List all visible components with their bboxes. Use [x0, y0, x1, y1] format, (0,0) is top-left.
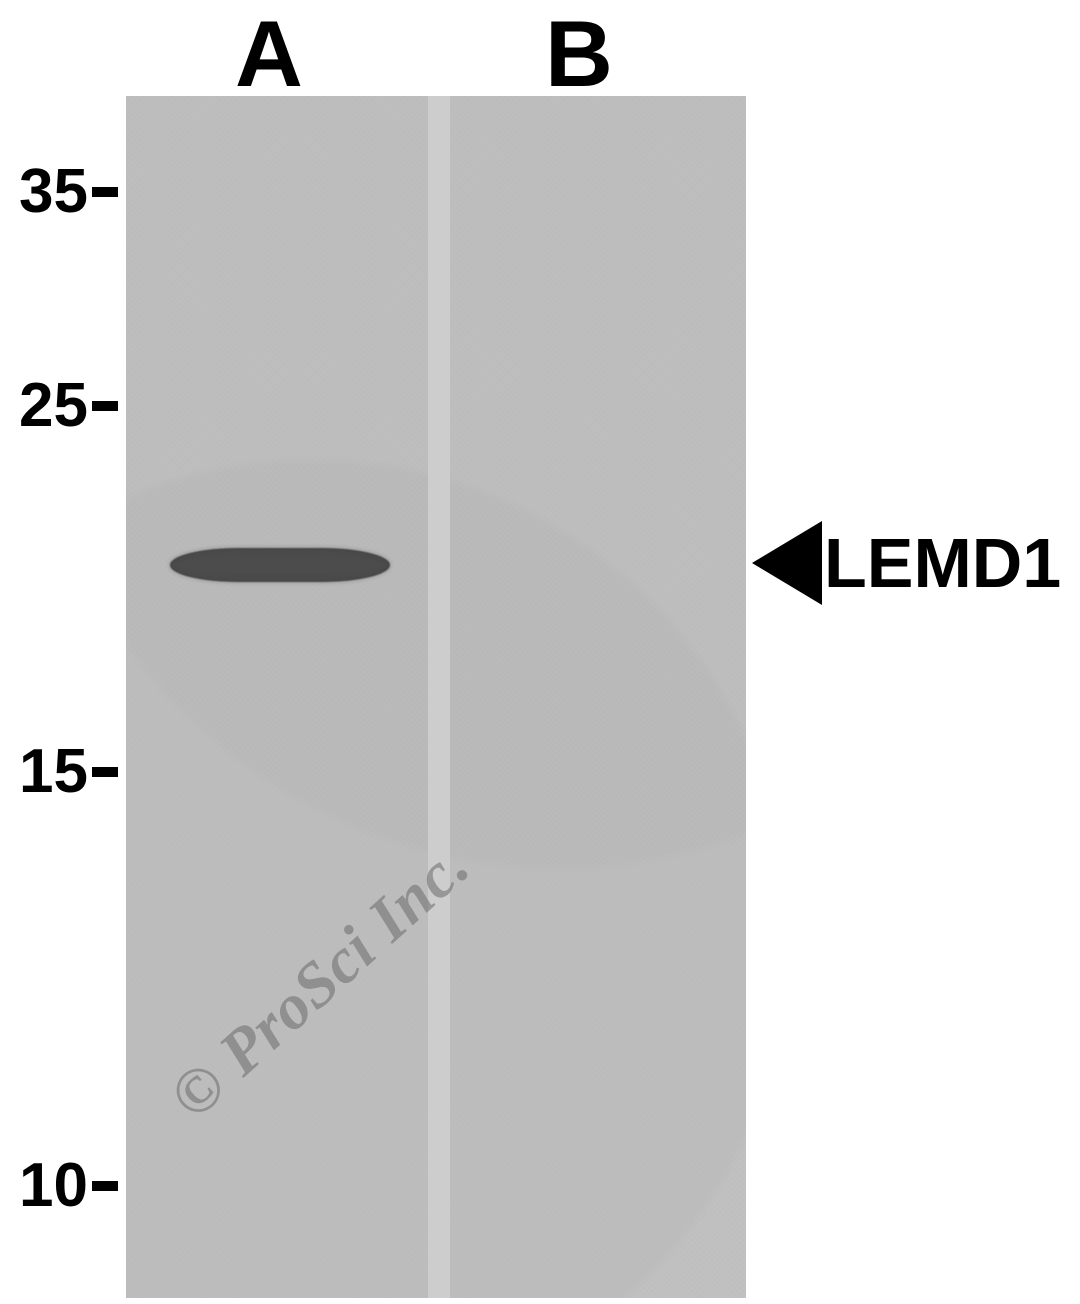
mw-dash — [92, 401, 118, 411]
mw-marker-25: 25 — [0, 370, 118, 441]
arrowhead-icon — [752, 521, 822, 605]
lane-label-b: B — [545, 0, 613, 108]
mw-dash — [92, 767, 118, 777]
mw-label: 10 — [19, 1150, 88, 1221]
mw-dash — [92, 1181, 118, 1191]
western-blot-figure: A B 35 25 15 10 LEMD1 © ProSci Inc. — [0, 0, 1080, 1304]
mw-marker-15: 15 — [0, 736, 118, 807]
mw-dash — [92, 187, 118, 197]
lemd1-band-lane-a — [170, 548, 390, 582]
mw-label: 25 — [19, 370, 88, 441]
mw-marker-10: 10 — [0, 1150, 118, 1221]
mw-marker-35: 35 — [0, 156, 118, 227]
lane-separator — [428, 96, 450, 1298]
mw-label: 35 — [19, 156, 88, 227]
target-protein-label: LEMD1 — [824, 523, 1061, 603]
mw-label: 15 — [19, 736, 88, 807]
lane-label-a: A — [235, 0, 303, 108]
target-annotation: LEMD1 — [752, 521, 1061, 605]
